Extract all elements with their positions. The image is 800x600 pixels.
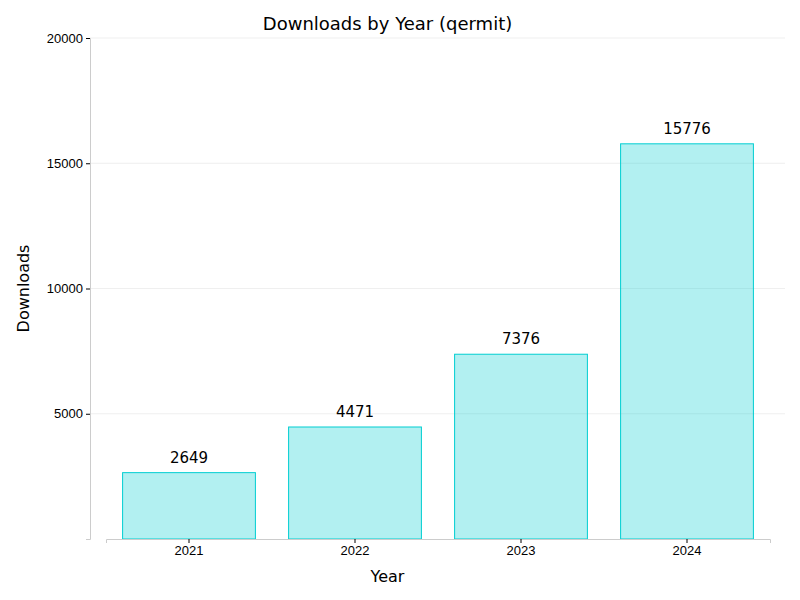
- y-tick: 10000: [47, 281, 90, 296]
- y-tick-label: 20000: [47, 31, 83, 46]
- bar: [289, 427, 422, 539]
- data-label: 7376: [502, 330, 540, 348]
- bar: [455, 354, 588, 539]
- bar: [123, 473, 256, 539]
- x-axis-line: [107, 540, 771, 544]
- data-label: 2649: [170, 449, 208, 467]
- grid-line: [90, 38, 785, 39]
- x-tick: 2021: [175, 539, 204, 558]
- x-tick: 2022: [341, 539, 370, 558]
- y-axis: 5000 10000 15000 20000: [47, 31, 91, 540]
- y-axis-line: [86, 39, 91, 540]
- x-tick: 2024: [673, 539, 702, 558]
- data-label: 4471: [336, 403, 374, 421]
- data-labels: 2649 4471 7376 15776: [170, 120, 711, 467]
- y-tick-mark: [86, 289, 90, 290]
- chart-svg: 2649 4471 7376 15776 2021 2022 2023 2024 5000 100…: [0, 0, 800, 600]
- x-tick-label: 2024: [673, 543, 702, 558]
- bars: [123, 144, 754, 539]
- x-axis: 2021 2022 2023 2024: [107, 539, 771, 558]
- y-tick: 20000: [47, 31, 90, 46]
- chart-container: 2649 4471 7376 15776 2021 2022 2023 2024 5000 100…: [0, 0, 800, 600]
- chart-title: Downloads by Year (qermit): [263, 13, 512, 34]
- y-tick-mark: [86, 414, 90, 415]
- y-axis-label: Downloads: [14, 245, 33, 333]
- y-tick-label: 15000: [47, 156, 83, 171]
- y-tick-label: 10000: [47, 281, 83, 296]
- bar: [621, 144, 754, 539]
- x-tick-label: 2021: [175, 543, 204, 558]
- x-tick-label: 2023: [507, 543, 536, 558]
- x-tick: 2023: [507, 539, 536, 558]
- y-tick: 5000: [54, 406, 90, 421]
- y-tick: 15000: [47, 156, 90, 171]
- y-tick-mark: [86, 163, 90, 164]
- x-axis-label: Year: [370, 567, 405, 586]
- y-tick-mark: [86, 38, 90, 39]
- data-label: 15776: [663, 120, 711, 138]
- x-tick-label: 2022: [341, 543, 370, 558]
- y-tick-label: 5000: [54, 406, 83, 421]
